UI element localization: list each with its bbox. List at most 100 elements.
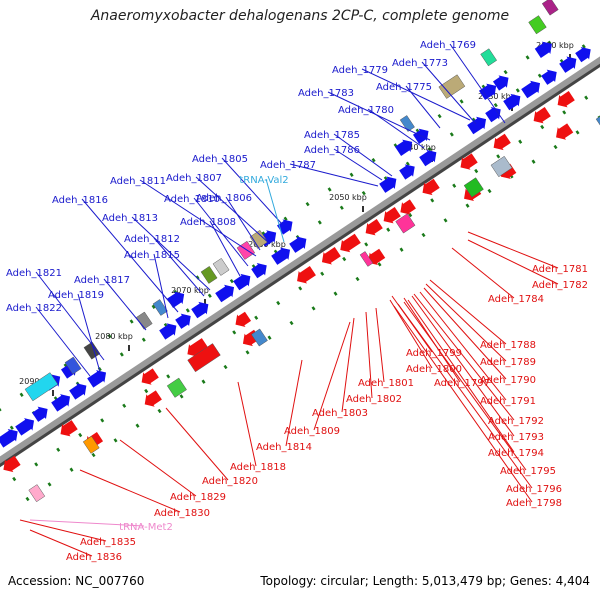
dotted-track-mark — [386, 227, 391, 232]
dotted-track-mark — [100, 418, 105, 423]
blue-domain-box — [251, 328, 268, 347]
reverse-gene-label: Adeh_1835 — [80, 537, 136, 548]
forward-gene-label: Adeh_1812 — [124, 234, 180, 245]
forward-gene-label: Adeh_1769 — [420, 40, 476, 51]
dotted-track-mark — [166, 374, 171, 379]
forward-gene-arrow — [51, 394, 71, 412]
reverse-gene-label: Adeh_1798 — [506, 498, 562, 509]
forward-gene-label-leader — [361, 68, 471, 121]
forward-gene-label-leader — [209, 220, 241, 277]
dotted-track-mark — [581, 44, 586, 49]
forward-gene-label: Adeh_1816 — [52, 195, 108, 206]
dotted-track-mark — [245, 350, 250, 355]
scale-label: 2070 kbp — [171, 286, 209, 295]
forward-gene-label: Adeh_1821 — [6, 268, 62, 279]
dotted-track-mark — [283, 216, 288, 221]
forward-gene-label: Adeh_1773 — [392, 58, 448, 69]
dotted-track-mark — [364, 242, 369, 247]
forward-gene-arrow — [485, 106, 501, 123]
forward-gene-arrow — [394, 139, 413, 156]
pink-domain-box — [236, 240, 256, 260]
dotted-track-mark — [298, 286, 303, 291]
dotted-track-mark — [311, 306, 316, 311]
forward-gene-label-leader — [225, 196, 261, 251]
dotted-track-mark — [452, 183, 457, 188]
dotted-track-mark — [474, 168, 479, 174]
dotted-track-mark — [525, 55, 530, 60]
scale-tick — [569, 54, 571, 60]
reverse-gene-label: Adeh_1794 — [488, 448, 544, 459]
reverse-gene-label: Adeh_1784 — [488, 294, 544, 305]
genome-summary: Topology: circular; Length: 5,013,479 bp… — [260, 574, 590, 588]
forward-gene-label: Adeh_1775 — [376, 82, 432, 93]
multi-domain-box — [166, 377, 187, 398]
reverse-gene-label: Adeh_1782 — [532, 280, 588, 291]
forward-gene-label-leader — [139, 179, 257, 257]
dotted-track-mark — [437, 113, 442, 119]
dotted-track-mark — [305, 201, 310, 207]
forward-gene-arrow — [32, 406, 48, 422]
reverse-gene-arrow — [235, 311, 252, 327]
dotted-track-mark — [19, 392, 24, 397]
dotted-track-mark — [141, 337, 146, 342]
forward-gene-label-leader — [35, 306, 91, 377]
forward-gene-label: Adeh_1783 — [298, 88, 354, 99]
dotted-track-mark — [144, 388, 149, 394]
reverse-gene-label-leader — [451, 247, 515, 299]
dotted-track-mark — [135, 423, 140, 428]
forward-gene-arrow — [0, 429, 18, 448]
dotted-track-mark — [129, 319, 134, 324]
forward-gene-arrow — [15, 418, 35, 436]
reverse-gene-label-leader — [285, 359, 303, 447]
pink-domain-box — [359, 251, 374, 267]
forward-gene-label-leader — [195, 176, 271, 245]
forward-gene-arrow — [534, 41, 552, 58]
reverse-gene-label-leader — [375, 307, 385, 383]
dotted-track-mark — [9, 425, 14, 430]
reverse-gene-arrow — [460, 153, 478, 170]
reverse-gene-label-leader — [119, 439, 197, 497]
dotted-track-mark — [399, 247, 404, 252]
dotted-track-mark — [195, 275, 200, 280]
dotted-track-mark — [430, 198, 435, 203]
dotted-track-mark — [229, 278, 234, 284]
dotted-track-mark — [459, 99, 464, 104]
forward-gene-label-leader — [333, 148, 383, 181]
dotted-track-mark — [342, 256, 347, 262]
pink-domain-box — [395, 213, 416, 234]
dotted-track-mark — [207, 293, 212, 298]
dotted-track-mark — [0, 407, 2, 412]
reverse-gene-arrow — [383, 207, 401, 224]
grey-domain-box — [83, 341, 101, 360]
dotted-track-mark — [185, 308, 190, 313]
green-domain-box — [463, 177, 484, 198]
reverse-gene-label: Adeh_1790 — [480, 375, 536, 386]
dotted-track-mark — [421, 232, 426, 238]
dotted-track-mark — [289, 320, 294, 326]
purple-domain-box — [541, 0, 559, 16]
forward-gene-arrow — [412, 128, 429, 144]
scale-label: 2050 kbp — [329, 193, 367, 202]
forward-gene-label-leader — [333, 133, 393, 177]
dotted-track-mark — [333, 291, 338, 296]
forward-gene-label-leader — [221, 157, 283, 225]
forward-gene-label-leader — [153, 253, 169, 319]
forward-gene-label: Adeh_1811 — [110, 176, 166, 187]
forward-gene-arrow — [191, 301, 209, 319]
forward-gene-arrow — [175, 313, 191, 329]
forward-gene-arrow — [271, 247, 291, 265]
reverse-gene-label: Adeh_1814 — [256, 442, 312, 453]
dotted-track-mark — [276, 300, 281, 306]
dotted-track-mark — [405, 161, 410, 166]
reverse-gene-label: Adeh_1836 — [66, 552, 122, 563]
dotted-track-mark — [371, 157, 376, 163]
forward-gene-arrow — [251, 262, 267, 279]
reverse-gene-arrow — [144, 390, 162, 407]
dotted-track-mark — [562, 110, 567, 115]
reverse-gene-label: Adeh_1802 — [346, 394, 402, 405]
reverse-gene-label: Adeh_1809 — [284, 426, 340, 437]
forward-gene-label: Adeh_1817 — [74, 275, 130, 286]
reverse-gene-label: Adeh_1789 — [480, 357, 536, 368]
reverse-gene-arrow — [422, 178, 440, 196]
